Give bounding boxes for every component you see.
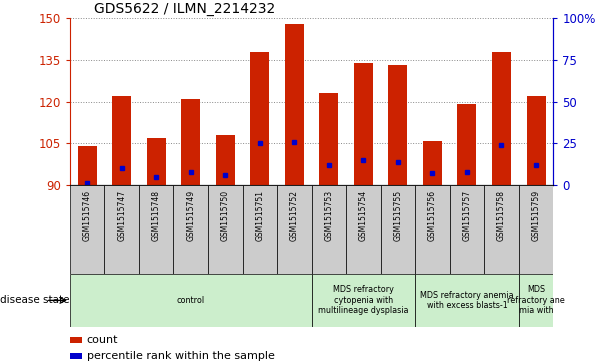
Bar xyxy=(70,185,105,274)
Text: GSM1515753: GSM1515753 xyxy=(324,189,333,241)
Text: MDS refractory anemia
with excess blasts-1: MDS refractory anemia with excess blasts… xyxy=(420,291,514,310)
Bar xyxy=(277,185,311,274)
Bar xyxy=(319,93,339,185)
Bar xyxy=(311,185,346,274)
Bar xyxy=(415,274,519,327)
Bar xyxy=(78,146,97,185)
Text: percentile rank within the sample: percentile rank within the sample xyxy=(87,351,275,361)
Text: GSM1515759: GSM1515759 xyxy=(531,189,541,241)
Bar xyxy=(519,274,553,327)
Bar xyxy=(450,185,484,274)
Bar xyxy=(527,96,545,185)
Bar xyxy=(492,52,511,185)
Bar xyxy=(216,135,235,185)
Bar xyxy=(423,140,442,185)
Bar xyxy=(70,353,82,359)
Text: GSM1515746: GSM1515746 xyxy=(83,189,92,241)
Text: GSM1515757: GSM1515757 xyxy=(463,189,471,241)
Bar xyxy=(381,185,415,274)
Bar xyxy=(112,96,131,185)
Bar xyxy=(70,274,311,327)
Text: disease state: disease state xyxy=(0,295,69,305)
Text: GSM1515752: GSM1515752 xyxy=(290,189,299,241)
Bar xyxy=(311,274,415,327)
Text: GSM1515751: GSM1515751 xyxy=(255,189,264,241)
Bar xyxy=(484,185,519,274)
Text: GSM1515747: GSM1515747 xyxy=(117,189,126,241)
Text: MDS refractory
cytopenia with
multilineage dysplasia: MDS refractory cytopenia with multilinea… xyxy=(318,285,409,315)
Bar xyxy=(250,52,269,185)
Bar xyxy=(243,185,277,274)
Text: MDS
refractory ane
mia with: MDS refractory ane mia with xyxy=(507,285,565,315)
Bar xyxy=(346,185,381,274)
Text: GSM1515754: GSM1515754 xyxy=(359,189,368,241)
Text: GSM1515748: GSM1515748 xyxy=(152,189,161,241)
Text: GSM1515756: GSM1515756 xyxy=(428,189,437,241)
Text: count: count xyxy=(87,335,119,345)
Bar xyxy=(519,185,553,274)
Bar xyxy=(70,337,82,343)
Bar xyxy=(415,185,450,274)
Text: GSM1515749: GSM1515749 xyxy=(186,189,195,241)
Text: GDS5622 / ILMN_2214232: GDS5622 / ILMN_2214232 xyxy=(94,2,275,16)
Bar xyxy=(105,185,139,274)
Bar xyxy=(208,185,243,274)
Bar xyxy=(173,185,208,274)
Bar xyxy=(354,63,373,185)
Text: GSM1515755: GSM1515755 xyxy=(393,189,402,241)
Bar xyxy=(147,138,166,185)
Text: GSM1515758: GSM1515758 xyxy=(497,189,506,241)
Bar xyxy=(285,24,304,185)
Bar xyxy=(181,99,200,185)
Text: control: control xyxy=(177,296,205,305)
Text: GSM1515750: GSM1515750 xyxy=(221,189,230,241)
Bar xyxy=(389,65,407,185)
Bar xyxy=(139,185,173,274)
Bar xyxy=(457,105,477,185)
